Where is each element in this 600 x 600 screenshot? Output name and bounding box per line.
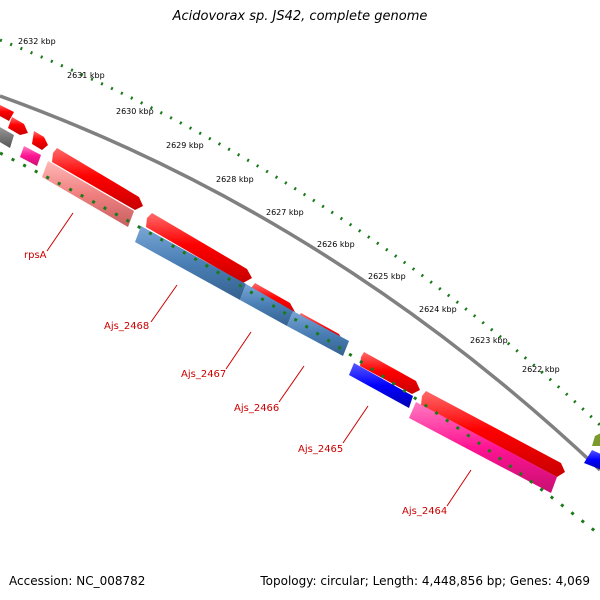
kbp-tick-2622: 2622 kbp — [522, 365, 560, 374]
cds-reverse-pink-small — [20, 146, 41, 166]
cds-forward-2 — [8, 117, 28, 135]
kbp-tick-2629: 2629 kbp — [166, 141, 204, 150]
cds-reverse-blue-2465 — [349, 363, 413, 408]
cds-forward-3 — [32, 131, 48, 150]
forward-strand-cds — [0, 105, 565, 477]
gene-labels: rpsA Ajs_2468 Ajs_2467 Ajs_2466 Ajs_2465… — [24, 250, 447, 517]
gene-label-ajs-2468: Ajs_2468 — [104, 321, 149, 332]
gene-label-ajs-2465: Ajs_2465 — [298, 444, 343, 455]
cds-forward-4 — [52, 148, 143, 210]
map-title: Acidovorax sp. JS42, complete genome — [172, 9, 428, 24]
cds-reverse-steelblue-2467 — [240, 284, 293, 326]
leader-ajs-2468 — [150, 284, 178, 323]
kbp-tick-2631: 2631 kbp — [67, 71, 105, 80]
cds-reverse-steelblue-2468 — [135, 226, 246, 300]
cds-forward-9 — [421, 391, 565, 477]
leader-ajs-2467 — [225, 331, 252, 370]
kbp-tick-labels: 2632 kbp 2631 kbp 2630 kbp 2629 kbp 2628… — [18, 37, 560, 374]
kbp-tick-2632: 2632 kbp — [18, 37, 56, 46]
gene-label-ajs-2466: Ajs_2466 — [234, 403, 279, 414]
accession-text: Accession: NC_008782 — [9, 574, 146, 588]
leader-ajs-2466 — [278, 365, 305, 403]
cds-forward-1 — [0, 105, 14, 121]
cds-reverse-blue-edge — [584, 450, 600, 470]
cds-reverse-grey — [0, 127, 14, 148]
kbp-tick-2628: 2628 kbp — [216, 175, 254, 184]
kbp-tick-2625: 2625 kbp — [368, 272, 406, 281]
cds-reverse-salmon-rpsA — [42, 161, 134, 227]
kbp-tick-2623: 2623 kbp — [470, 336, 508, 345]
outer-scale-ring — [0, 38, 600, 427]
gene-label-rpsA: rpsA — [24, 250, 47, 261]
gene-label-ajs-2464: Ajs_2464 — [402, 506, 447, 517]
cds-forward-5 — [146, 213, 252, 283]
gene-label-leaders — [46, 212, 472, 507]
cds-reverse-pink-2464 — [409, 402, 557, 493]
leader-ajs-2465 — [342, 405, 369, 444]
cds-forward-8 — [360, 352, 420, 394]
leader-ajs-2464 — [446, 469, 472, 507]
kbp-tick-2627: 2627 kbp — [266, 208, 304, 217]
cds-olive-edge — [592, 433, 600, 446]
leader-rpsA — [46, 212, 74, 252]
kbp-tick-2624: 2624 kbp — [419, 305, 457, 314]
kbp-tick-2626: 2626 kbp — [317, 240, 355, 249]
genome-backbone — [0, 94, 600, 472]
inner-scale-ring — [0, 151, 600, 537]
kbp-tick-2630: 2630 kbp — [116, 107, 154, 116]
genome-stats-text: Topology: circular; Length: 4,448,856 bp… — [260, 574, 590, 588]
gene-label-ajs-2467: Ajs_2467 — [181, 369, 226, 380]
